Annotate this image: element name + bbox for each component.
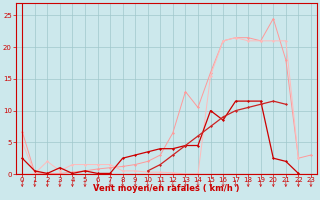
X-axis label: Vent moyen/en rafales ( km/h ): Vent moyen/en rafales ( km/h ) bbox=[93, 184, 240, 193]
